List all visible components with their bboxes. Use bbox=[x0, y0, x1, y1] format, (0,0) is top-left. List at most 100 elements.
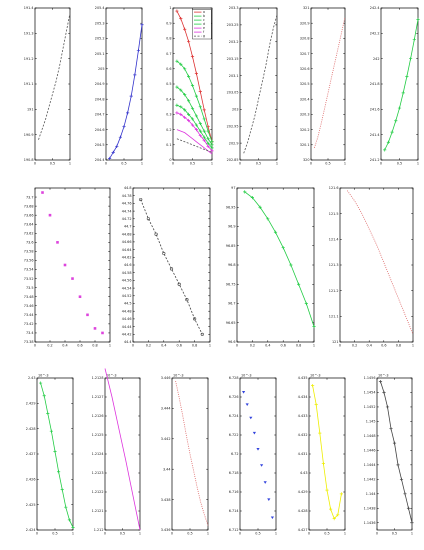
data-point bbox=[122, 124, 126, 129]
x-tick-label: 0.4 bbox=[265, 344, 270, 348]
y-tick-label: 44.52 bbox=[122, 294, 132, 298]
y-tick-label: 96.7 bbox=[228, 302, 236, 306]
series-line bbox=[38, 12, 71, 140]
sci-multiplier: 10^-3 bbox=[378, 374, 389, 378]
x-tick-label: 1 bbox=[411, 532, 413, 536]
data-point bbox=[206, 144, 210, 148]
y-tick-label: 1.1456 bbox=[364, 376, 376, 380]
data-point bbox=[386, 140, 390, 144]
y-tick-label: 0.2 bbox=[166, 128, 171, 132]
data-point bbox=[397, 106, 402, 110]
data-point bbox=[183, 108, 187, 112]
x-tick-label: 0.5 bbox=[120, 532, 125, 536]
data-point bbox=[266, 217, 270, 221]
y-tick-label: 3.446 bbox=[161, 376, 171, 380]
data-point bbox=[93, 327, 97, 330]
data-point bbox=[273, 230, 278, 234]
y-tick-label: 191.3 bbox=[24, 32, 34, 36]
series-line bbox=[40, 382, 74, 528]
data-point bbox=[190, 83, 195, 88]
data-point bbox=[200, 332, 204, 336]
plot-frame bbox=[105, 7, 143, 161]
data-point bbox=[394, 119, 398, 123]
y-tick-label: 191.1 bbox=[24, 82, 34, 86]
data-point bbox=[179, 17, 183, 21]
data-point bbox=[179, 88, 183, 92]
data-point bbox=[190, 123, 195, 127]
data-point bbox=[267, 498, 271, 501]
x-tick-label: 0.5 bbox=[397, 162, 402, 166]
sci-multiplier: 10^-3 bbox=[106, 374, 117, 378]
y-tick-label: 204.8 bbox=[95, 97, 105, 101]
y-tick-label: 3.44 bbox=[163, 467, 171, 471]
y-tick-label: 0.1 bbox=[166, 143, 171, 147]
y-tick-label: 202.95 bbox=[227, 124, 239, 128]
data-point bbox=[129, 94, 133, 98]
data-point bbox=[336, 513, 340, 517]
y-tick-label: 73.5 bbox=[26, 286, 34, 290]
y-tick-label: 0 bbox=[169, 158, 171, 162]
y-tick-label: 203.3 bbox=[229, 6, 239, 10]
y-tick-label: 320.4 bbox=[300, 97, 310, 101]
x-tick-label: 0.8 bbox=[192, 344, 197, 348]
data-point bbox=[206, 137, 210, 141]
series-1 bbox=[41, 191, 104, 335]
data-point bbox=[210, 146, 214, 150]
series-1 bbox=[311, 384, 343, 521]
y-tick-label: 1.1448 bbox=[364, 434, 376, 438]
data-point bbox=[48, 213, 52, 217]
data-point bbox=[243, 190, 247, 194]
plot-frame bbox=[34, 7, 71, 161]
y-tick-label: 6.722 bbox=[229, 433, 239, 437]
y-tick-label: 1.1444 bbox=[364, 463, 376, 467]
x-tick-label: 0.4 bbox=[366, 344, 371, 348]
series-6 bbox=[176, 129, 213, 155]
x-tick-label: 1 bbox=[69, 162, 71, 166]
y-tick-label: 0.9 bbox=[166, 21, 171, 25]
data-point bbox=[250, 196, 254, 200]
y-tick-label: 3.442 bbox=[161, 437, 171, 441]
y-tick-label: 202.85 bbox=[227, 158, 239, 162]
y-tick-label: 3.444 bbox=[161, 407, 171, 411]
y-tick-label: 73.54 bbox=[24, 268, 34, 272]
series-line bbox=[244, 191, 315, 327]
legend-entry: a bbox=[203, 10, 205, 14]
data-point bbox=[187, 39, 191, 44]
chart-15: 4.435 4.434 4.433 4.432 4.431 4.43 4.429 4.428 4… bbox=[298, 374, 346, 536]
data-point bbox=[258, 205, 262, 209]
data-point bbox=[210, 143, 214, 147]
y-tick-label: 73.58 bbox=[24, 250, 34, 254]
data-point bbox=[312, 325, 316, 329]
y-tick-label: 204.9 bbox=[95, 82, 105, 86]
y-tick-label: 190.8 bbox=[24, 158, 34, 162]
data-point bbox=[56, 241, 59, 244]
data-point bbox=[202, 135, 206, 139]
x-tick-label: 0 bbox=[310, 162, 312, 166]
data-point bbox=[190, 55, 195, 59]
series-3 bbox=[175, 85, 214, 147]
data-point bbox=[190, 106, 195, 110]
y-tick-label: 96.65 bbox=[226, 321, 236, 325]
y-tick-label: 121.2 bbox=[329, 289, 339, 293]
x-tick-label: 1 bbox=[412, 344, 414, 348]
series-line bbox=[312, 385, 342, 520]
data-point bbox=[314, 403, 318, 407]
x-tick-label: 0.4 bbox=[161, 344, 166, 348]
data-point bbox=[140, 23, 144, 27]
chart-16: 1.1456 1.1454 1.1452 1.145 1.1448 1.1446 1.144… bbox=[364, 374, 414, 536]
y-tick-label: 121.6 bbox=[329, 186, 339, 190]
x-tick-label: 0.5 bbox=[50, 162, 55, 166]
y-tick-label: 320.9 bbox=[300, 21, 310, 25]
y-tick-label: 320.2 bbox=[300, 128, 310, 132]
y-tick-label: 121.5 bbox=[329, 212, 339, 216]
y-tick-label: 96.95 bbox=[226, 205, 236, 209]
x-tick-label: 1 bbox=[275, 532, 277, 536]
data-point bbox=[210, 140, 214, 144]
y-tick-label: 73.42 bbox=[24, 322, 34, 326]
data-point bbox=[406, 506, 411, 510]
series-line bbox=[314, 17, 346, 148]
y-tick-label: 121.3 bbox=[329, 263, 339, 267]
x-tick-label: 0.2 bbox=[352, 344, 357, 348]
